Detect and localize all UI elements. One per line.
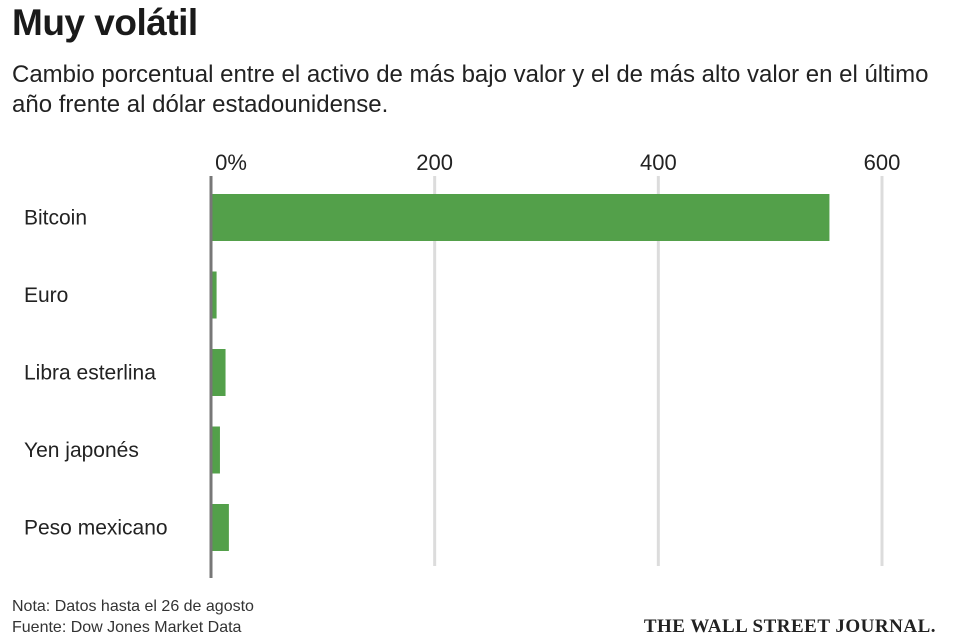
- x-tick-label: 400: [640, 150, 677, 175]
- category-label: Peso mexicano: [24, 517, 168, 540]
- category-label: Libra esterlina: [24, 362, 156, 385]
- chart-title: Muy volátil: [12, 2, 198, 43]
- chart-subtitle: Cambio porcentual entre el activo de más…: [12, 61, 929, 118]
- x-tick-label: 200: [416, 150, 453, 175]
- category-label: Euro: [24, 284, 68, 307]
- bar-euro: [211, 271, 217, 319]
- wsj-logo: THE WALL STREET JOURNAL.: [643, 616, 936, 637]
- source-text: Fuente: Dow Jones Market Data: [12, 619, 242, 636]
- bar-bitcoin: [211, 194, 830, 241]
- chart-notes: Nota: Datos hasta el 26 de agosto Fuente…: [12, 596, 254, 638]
- bar-libra-esterlina: [211, 349, 226, 396]
- note-text: Nota: Datos hasta el 26 de agosto: [12, 598, 254, 615]
- bar-peso-mexicano: [211, 504, 229, 551]
- category-label: Yen japonés: [24, 439, 139, 462]
- x-tick-label: 600: [864, 150, 901, 175]
- category-label: Bitcoin: [24, 207, 87, 230]
- bar-yen-japonés: [211, 426, 220, 474]
- x-tick-label: 0%: [215, 150, 247, 175]
